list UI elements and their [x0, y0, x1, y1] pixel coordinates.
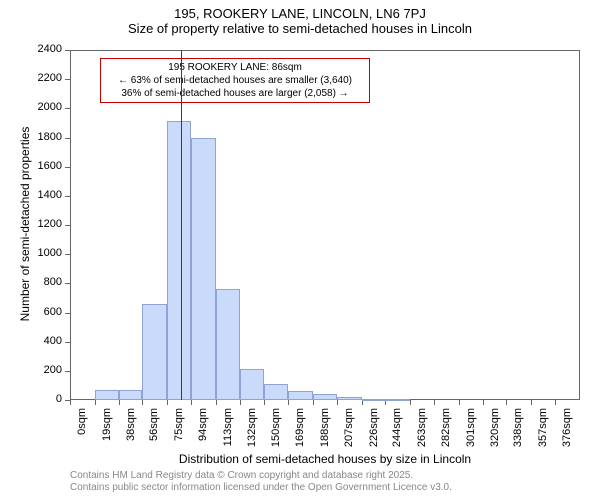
- xtick-mark: [362, 400, 363, 405]
- histogram-bar: [337, 397, 362, 400]
- histogram-bar: [216, 289, 241, 400]
- xtick-mark: [434, 400, 435, 405]
- ytick-mark: [65, 283, 70, 284]
- xtick-mark: [142, 400, 143, 405]
- xtick-label: 263sqm: [416, 408, 428, 458]
- xtick-mark: [240, 400, 241, 405]
- footer-copyright-2: Contains public sector information licen…: [70, 482, 452, 493]
- ytick-mark: [65, 79, 70, 80]
- histogram-bar: [385, 399, 410, 401]
- xtick-label: 188sqm: [319, 408, 331, 458]
- xtick-mark: [337, 400, 338, 405]
- xtick-mark: [459, 400, 460, 405]
- xtick-mark: [216, 400, 217, 405]
- annotation-line-2: ← 63% of semi-detached houses are smalle…: [105, 74, 365, 87]
- xtick-mark: [264, 400, 265, 405]
- annotation-line-3: 36% of semi-detached houses are larger (…: [105, 87, 365, 100]
- ytick-label: 1200: [22, 218, 62, 230]
- xtick-label: 338sqm: [512, 408, 524, 458]
- ytick-mark: [65, 313, 70, 314]
- histogram-bar: [95, 390, 120, 400]
- ytick-label: 1400: [22, 189, 62, 201]
- ytick-label: 2000: [22, 101, 62, 113]
- ytick-label: 800: [22, 276, 62, 288]
- ytick-label: 1800: [22, 131, 62, 143]
- histogram-bar: [362, 399, 385, 401]
- histogram-bar: [288, 391, 313, 400]
- ytick-mark: [65, 254, 70, 255]
- ytick-label: 1600: [22, 160, 62, 172]
- ytick-mark: [65, 225, 70, 226]
- annotation-box: 195 ROOKERY LANE: 86sqm ← 63% of semi-de…: [100, 58, 370, 103]
- xtick-label: 357sqm: [537, 408, 549, 458]
- xtick-label: 244sqm: [391, 408, 403, 458]
- xtick-label: 38sqm: [125, 408, 137, 458]
- ytick-mark: [65, 342, 70, 343]
- histogram-bar: [313, 394, 338, 400]
- xtick-mark: [167, 400, 168, 405]
- xtick-mark: [531, 400, 532, 405]
- annotation-line-1: 195 ROOKERY LANE: 86sqm: [105, 61, 365, 74]
- xtick-label: 207sqm: [343, 408, 355, 458]
- ytick-label: 2200: [22, 72, 62, 84]
- chart-subtitle: Size of property relative to semi-detach…: [0, 21, 600, 38]
- xtick-label: 56sqm: [148, 408, 160, 458]
- xtick-label: 0sqm: [76, 408, 88, 458]
- xtick-mark: [385, 400, 386, 405]
- ytick-label: 2400: [22, 43, 62, 55]
- xtick-mark: [410, 400, 411, 405]
- xtick-mark: [119, 400, 120, 405]
- xtick-label: 226sqm: [368, 408, 380, 458]
- xtick-label: 320sqm: [489, 408, 501, 458]
- xtick-label: 301sqm: [465, 408, 477, 458]
- ytick-label: 1000: [22, 247, 62, 259]
- ytick-label: 600: [22, 306, 62, 318]
- xtick-mark: [313, 400, 314, 405]
- ytick-label: 400: [22, 335, 62, 347]
- histogram-bar: [119, 390, 142, 400]
- histogram-bar: [264, 384, 289, 400]
- ytick-mark: [65, 138, 70, 139]
- chart-title: 195, ROOKERY LANE, LINCOLN, LN6 7PJ: [0, 0, 600, 21]
- xtick-mark: [95, 400, 96, 405]
- histogram-bar: [191, 138, 216, 401]
- ytick-mark: [65, 50, 70, 51]
- xtick-label: 19sqm: [101, 408, 113, 458]
- chart-container: 195, ROOKERY LANE, LINCOLN, LN6 7PJ Size…: [0, 0, 600, 500]
- xtick-label: 150sqm: [270, 408, 282, 458]
- xtick-mark: [555, 400, 556, 405]
- marker-line: [181, 50, 182, 400]
- ytick-mark: [65, 108, 70, 109]
- xtick-mark: [70, 400, 71, 405]
- ytick-mark: [65, 196, 70, 197]
- xtick-label: 94sqm: [197, 408, 209, 458]
- ytick-label: 0: [22, 393, 62, 405]
- histogram-bar: [240, 369, 263, 400]
- ytick-label: 200: [22, 364, 62, 376]
- xtick-mark: [191, 400, 192, 405]
- histogram-bar: [167, 121, 192, 400]
- ytick-mark: [65, 371, 70, 372]
- footer-copyright-1: Contains HM Land Registry data © Crown c…: [70, 470, 413, 481]
- xtick-mark: [483, 400, 484, 405]
- xtick-label: 169sqm: [294, 408, 306, 458]
- xtick-label: 132sqm: [246, 408, 258, 458]
- xtick-mark: [506, 400, 507, 405]
- histogram-bar: [142, 304, 167, 400]
- ytick-mark: [65, 167, 70, 168]
- xtick-mark: [288, 400, 289, 405]
- xtick-label: 376sqm: [561, 408, 573, 458]
- xtick-label: 75sqm: [173, 408, 185, 458]
- xtick-label: 282sqm: [440, 408, 452, 458]
- xtick-label: 113sqm: [222, 408, 234, 458]
